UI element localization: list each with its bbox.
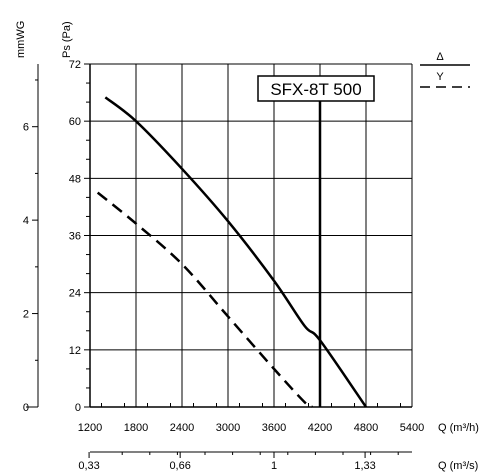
m3s-tick-label: 1,33 [354, 460, 375, 472]
y-tick-label-pa: 60 [69, 116, 81, 128]
x-tick-label-m3h: 3000 [216, 422, 240, 434]
xlabel-m3h: Q (m³/h) [438, 422, 479, 434]
xlabel-m3s: Q (m³/s) [438, 460, 478, 472]
m3s-tick-label: 0,33 [78, 460, 99, 472]
x-tick-label-m3h: 1200 [78, 422, 102, 434]
x-tick-label-m3h: 5400 [400, 422, 424, 434]
mmwg-tick-label: 6 [23, 122, 29, 134]
y-tick-label-pa: 36 [69, 231, 81, 243]
grid [90, 63, 413, 407]
x-tick-label-m3h: 4200 [308, 422, 332, 434]
x-tick-label-m3h: 1800 [124, 422, 148, 434]
ylabel-pa: Ps (Pa) [61, 21, 73, 58]
legend-label-y: Y [436, 71, 444, 83]
y-tick-label-pa: 24 [69, 288, 81, 300]
axes: 1200 1800 2400 3000 3600 4200 4800 540001224364… [23, 59, 424, 472]
legend: Δ Y [420, 51, 470, 88]
y-tick-label-pa: 0 [75, 402, 81, 414]
model-label: SFX-8T 500 [270, 80, 361, 99]
series-layer [96, 88, 368, 409]
series-line-y [96, 191, 313, 409]
x-tick-label-m3h: 3600 [262, 422, 286, 434]
ylabel-mmwg: mmWG [15, 21, 27, 58]
y-tick-label-pa: 12 [69, 345, 81, 357]
m3s-tick-label: 1 [271, 460, 277, 472]
y-tick-label-pa: 72 [69, 59, 81, 71]
mmwg-tick-label: 0 [23, 402, 29, 414]
legend-label-delta: Δ [436, 51, 444, 63]
x-tick-label-m3h: 4800 [354, 422, 378, 434]
series-line-delta [104, 96, 368, 408]
m3s-tick-label: 0,66 [169, 460, 190, 472]
mmwg-tick-label: 2 [23, 309, 29, 321]
mmwg-tick-label: 4 [23, 215, 29, 227]
y-tick-label-pa: 48 [69, 173, 81, 185]
model-label-box: SFX-8T 500 [257, 75, 375, 102]
x-tick-label-m3h: 2400 [170, 422, 194, 434]
